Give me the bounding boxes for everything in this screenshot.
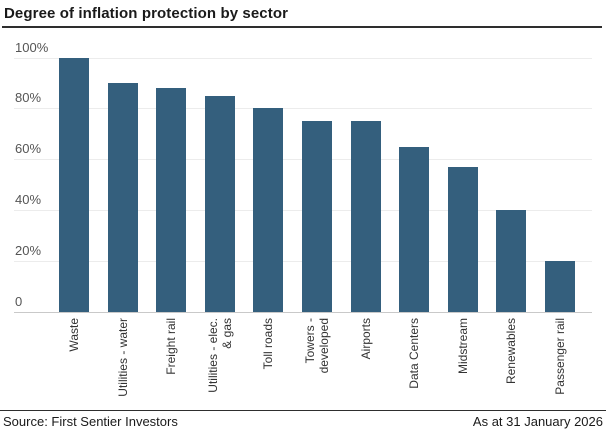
bar-airports: [350, 121, 381, 312]
y-axis-tick-label: 60%: [15, 141, 42, 157]
bar-toll-roads: [253, 108, 284, 312]
title-rule: [2, 26, 602, 28]
x-axis-label-freight-rail: Freight rail: [164, 318, 179, 375]
x-axis-label-utilities-water: Utilities - water: [115, 318, 130, 397]
bar-data-centers: [399, 146, 430, 312]
x-axis-label-midstream: Midstream: [455, 318, 470, 375]
x-axis-baseline: [14, 312, 592, 313]
gridline: [14, 57, 592, 59]
y-axis-tick-label: 80%: [15, 90, 42, 106]
x-axis-label-renewables: Renewables: [504, 318, 519, 385]
bar-utilities-elec-gas: [204, 95, 235, 312]
source-note: Source: First Sentier Investors: [3, 414, 178, 429]
as-at-date: As at 31 January 2026: [472, 414, 603, 429]
y-axis-tick-label: 20%: [15, 243, 42, 259]
x-axis-label-passenger-rail: Passenger rail: [553, 318, 567, 395]
x-axis-label-waste: Waste: [67, 318, 81, 352]
y-axis-tick-label: 100%: [15, 39, 49, 55]
x-axis-label-toll-roads: Toll roads: [261, 318, 276, 370]
bar-freight-rail: [156, 88, 187, 312]
footer-divider: [0, 410, 606, 411]
x-axis-label-utilities-elec-gas: Utilities - elec. & gas: [205, 318, 234, 393]
bar-renewables: [496, 210, 527, 312]
x-axis-label-towers-developed: Towers - developed: [303, 318, 331, 374]
bar-waste: [59, 57, 89, 312]
x-axis-label-data-centers: Data Centers: [407, 318, 422, 389]
bar-utilities-water: [107, 82, 138, 312]
chart-title: Degree of inflation protection by sector: [4, 5, 289, 22]
gridline: [14, 108, 592, 110]
bar-towers-developed: [302, 121, 332, 312]
bar-midstream: [447, 166, 478, 312]
x-axis-label-airports: Airports: [358, 318, 373, 360]
y-axis-tick-label: 0: [15, 294, 23, 309]
y-axis-tick-label: 40%: [15, 192, 42, 208]
bar-passenger-rail: [545, 261, 575, 312]
